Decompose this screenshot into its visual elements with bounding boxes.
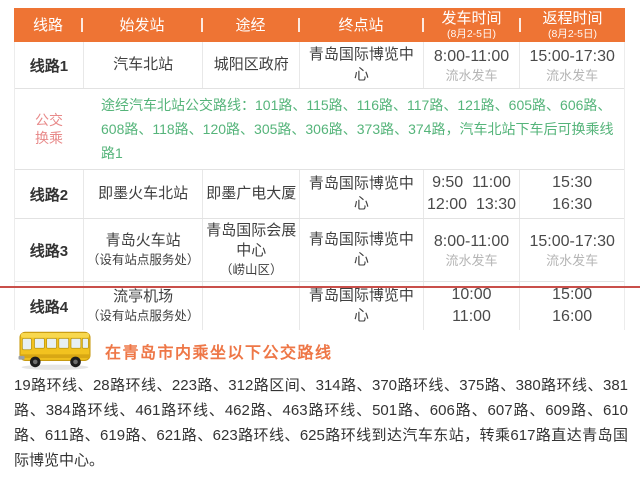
route2-end: 青岛国际博览中心 — [308, 175, 414, 212]
route-table: 线路 始发站 途经 终点站 发车时间 (8月2-5日) 返程时间 (8月2-5日… — [14, 8, 625, 330]
route4-start: 流亭机场 — [113, 288, 174, 305]
route3-via-note: （崂山区） — [219, 263, 283, 277]
route1-end: 青岛国际博览中心 — [308, 46, 414, 83]
route1-return-note: 流水发车 — [546, 68, 599, 83]
header-terminal: 终点站 — [298, 8, 423, 42]
yellow-bus-icon — [18, 331, 91, 370]
header-route: 线路 — [32, 16, 63, 34]
route3-return-note: 流水发车 — [546, 253, 599, 268]
route3-start-note: （设有站点服务处） — [86, 253, 200, 267]
route4-depart-time: 10:00 11:00 — [451, 286, 492, 325]
header-depart-time: 发车时间 (8月2-5日) — [422, 8, 520, 42]
table-row-bus-transfer: 公交 换乘 途经汽车北站公交路线：101路、115路、116路、117路、121… — [15, 89, 624, 170]
route3-end: 青岛国际博览中心 — [308, 231, 414, 268]
header-via: 途经 — [201, 8, 299, 42]
route3-return-time: 15:00-17:30 — [529, 233, 615, 250]
route1-depart-note: 流水发车 — [445, 68, 498, 83]
route3-depart-time: 8:00-11:00 — [433, 233, 510, 250]
route2-via: 即墨广电大厦 — [206, 185, 297, 202]
route1-label: 线路1 — [29, 57, 69, 75]
route2-return-time: 15:30 16:30 — [552, 174, 593, 213]
route3-via: 青岛国际会展中心 — [206, 222, 297, 259]
route3-label: 线路3 — [29, 242, 69, 260]
header-depart-dates: (8月2-5日) — [446, 27, 496, 40]
route2-start: 即墨火车北站 — [98, 185, 189, 202]
route1-return-time: 15:00-17:30 — [529, 48, 615, 65]
red-divider — [0, 286, 640, 288]
route3-start: 青岛火车站 — [105, 232, 181, 249]
city-bus-routes-paragraph: 19路环线、28路环线、223路、312路区间、314路、370路环线、375路… — [14, 377, 628, 469]
transfer-text: 途经汽车北站公交路线：101路、115路、116路、117路、121路、605路… — [101, 97, 614, 161]
route1-depart-time: 8:00-11:00 — [433, 48, 510, 65]
header-return-dates: (8月2-5日) — [547, 27, 597, 40]
table-row-route2: 线路2 即墨火车北站 即墨广电大厦 青岛国际博览中心 9:50 11:00 12… — [15, 170, 624, 219]
city-bus-section-title: 在青岛市内乘坐以下公交路线 — [105, 345, 333, 362]
route4-return-time: 15:00 16:00 — [552, 286, 593, 325]
route4-start-note: （设有站点服务处） — [86, 309, 200, 323]
header-return-time: 返程时间 (8月2-5日) — [519, 8, 625, 42]
route2-depart-time: 9:50 11:00 12:00 13:30 — [427, 174, 516, 213]
transfer-label: 公交 换乘 — [35, 112, 63, 146]
header-start-station: 始发站 — [81, 8, 202, 42]
table-header-row: 线路 始发站 途经 终点站 发车时间 (8月2-5日) 返程时间 (8月2-5日… — [14, 8, 625, 42]
route4-label: 线路4 — [29, 298, 69, 316]
route3-depart-note: 流水发车 — [445, 253, 498, 268]
table-body: 线路1 汽车北站 城阳区政府 青岛国际博览中心 8:00-11:00 流水发车 … — [14, 42, 625, 330]
route1-via: 城阳区政府 — [213, 56, 289, 73]
table-row-route3: 线路3 青岛火车站 （设有站点服务处） 青岛国际会展中心 （崂山区） 青岛国际博… — [15, 219, 624, 282]
route4-end: 青岛国际博览中心 — [308, 287, 414, 324]
route2-label: 线路2 — [29, 186, 69, 204]
table-row-route4: 线路4 流亭机场 （设有站点服务处） 青岛国际博览中心 10:00 11:00 … — [15, 282, 624, 330]
table-row-route1: 线路1 汽车北站 城阳区政府 青岛国际博览中心 8:00-11:00 流水发车 … — [15, 42, 624, 89]
route1-start: 汽车北站 — [113, 56, 174, 73]
